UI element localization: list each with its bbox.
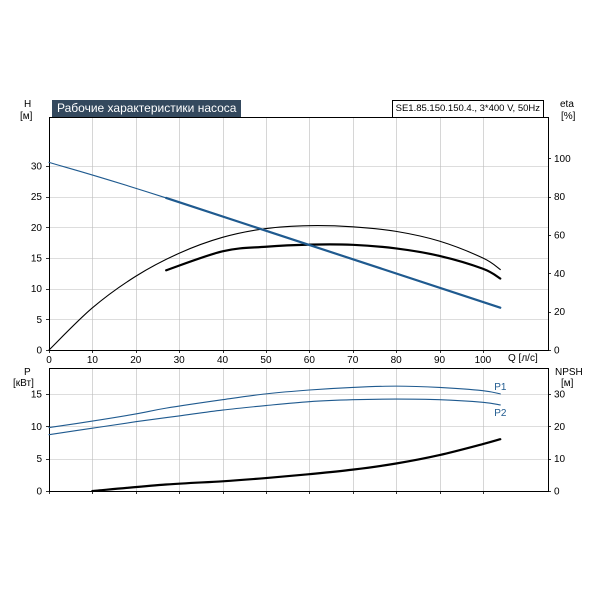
chart-title: Рабочие характеристики насоса	[52, 100, 242, 117]
y-left-label-upper: H	[24, 99, 32, 110]
y-left-tick-label: 10	[31, 284, 43, 295]
series-curve-1	[48, 225, 501, 351]
x-tick-label: 60	[304, 355, 316, 366]
y-right-unit-lower: [м]	[561, 378, 574, 389]
y-right-tick-label: 100	[554, 154, 571, 165]
pump-model-label: SE1.85.150.150.4., 3*400 V, 50Hz	[391, 100, 544, 118]
y-right-tick-label: 30	[554, 389, 566, 400]
y-right-tick-label: 80	[554, 192, 566, 203]
x-axis-label: Q [л/с]	[508, 353, 538, 364]
y-left-unit-upper: [м]	[20, 111, 33, 122]
y-left-tick-label: 25	[31, 192, 43, 203]
y-right-tick-label: 0	[554, 487, 560, 498]
series-label-p2: P2	[494, 408, 507, 419]
x-tick-label: 90	[434, 355, 446, 366]
x-tick-label: 50	[260, 355, 272, 366]
y-left-tick-label: 0	[36, 487, 42, 498]
x-tick-label: 30	[174, 355, 186, 366]
x-tick-label: 20	[130, 355, 142, 366]
y-right-unit-upper: [%]	[561, 111, 576, 122]
y-left-label-lower: P	[24, 367, 31, 378]
upper-series	[48, 161, 502, 351]
y-right-tick-label: 0	[554, 346, 560, 357]
p2-curve	[48, 398, 501, 436]
x-tick-label: 100	[475, 355, 492, 366]
y-left-unit-lower: [кВт]	[13, 378, 34, 389]
upper-tick-labels: 0 10 20 30 40 50 60 70 80 90 100 0 5 10 15 20 25 30 0 20 40 6…	[31, 154, 571, 366]
y-left-tick-label: 20	[31, 223, 43, 234]
y-right-label-lower: NPSH	[555, 367, 583, 378]
lower-series: P1 P2	[48, 382, 507, 493]
series-curve-2	[91, 438, 502, 493]
y-right-label-upper: eta	[560, 99, 574, 110]
y-left-tick-label: 5	[36, 454, 42, 465]
y-left-tick-label: 0	[36, 346, 42, 357]
p1-curve	[48, 385, 501, 429]
y-right-tick-label: 40	[554, 269, 566, 280]
lower-tick-labels: 0 5 10 15 0 10 20 30	[31, 389, 566, 497]
lower-plot-frame	[49, 368, 549, 492]
x-tick-label: 0	[46, 355, 52, 366]
y-right-tick-label: 10	[554, 454, 566, 465]
upper-grid	[46, 117, 551, 353]
x-tick-label: 80	[391, 355, 403, 366]
series-curve-2	[165, 243, 502, 280]
series-label-p1: P1	[494, 382, 507, 393]
x-tick-label: 10	[87, 355, 99, 366]
y-left-tick-label: 30	[31, 162, 43, 173]
y-left-tick-label: 15	[31, 389, 43, 400]
y-left-tick-label: 15	[31, 254, 43, 265]
y-right-tick-label: 20	[554, 422, 566, 433]
x-tick-label: 40	[217, 355, 229, 366]
y-left-tick-label: 10	[31, 422, 43, 433]
y-left-tick-label: 5	[36, 315, 42, 326]
head-operating-segment	[165, 196, 502, 309]
x-tick-label: 70	[347, 355, 359, 366]
upper-plot-frame	[49, 117, 549, 351]
y-right-tick-label: 60	[554, 231, 566, 242]
y-right-tick-label: 20	[554, 307, 566, 318]
